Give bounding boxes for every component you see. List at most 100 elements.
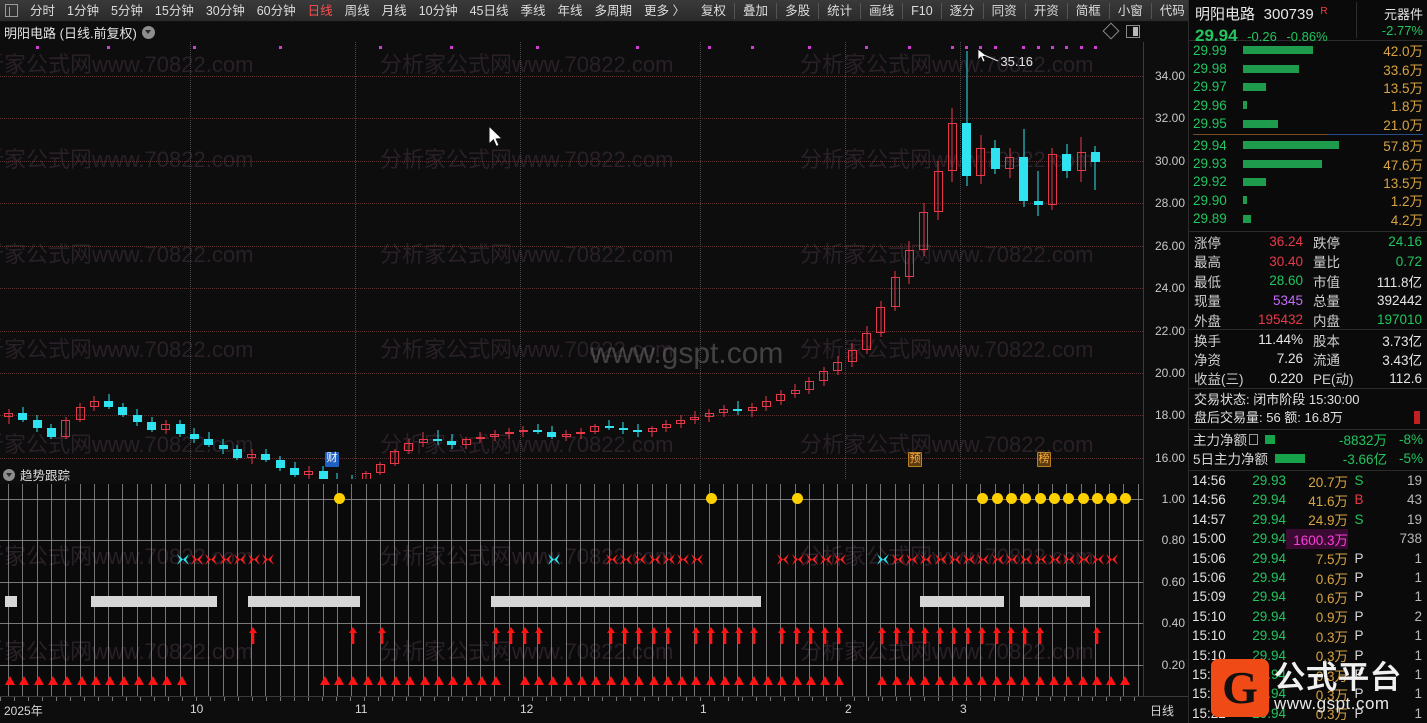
tick-row[interactable]: 14:57 29.94 24.9万 S 19 — [1189, 510, 1427, 529]
order-volume: 13.5万 — [1383, 80, 1423, 96]
function-button-5[interactable]: F10 — [911, 3, 933, 18]
function-button-10[interactable]: 小窗 — [1117, 3, 1143, 18]
axis-tick — [1134, 697, 1135, 701]
order-book[interactable]: 29.99 42.0万 29.98 33.6万 29.97 13.5万 29.96 1.8万 2… — [1189, 40, 1427, 228]
chevron-down-icon[interactable] — [3, 468, 15, 481]
tick-row[interactable]: 15:09 29.94 0.6万 P 1 — [1189, 587, 1427, 606]
axis-tick — [812, 697, 813, 701]
function-button-1[interactable]: 叠加 — [743, 3, 769, 18]
function-button-3[interactable]: 统计 — [827, 3, 853, 18]
tick-row[interactable]: 15:10 29.94 0.9万 P 2 — [1189, 607, 1427, 626]
tick-row[interactable]: 15:10 29.94 0.3万 P 1 — [1189, 626, 1427, 645]
tick-count: 1 — [1414, 667, 1422, 682]
order-book-row[interactable]: 29.96 1.8万 — [1193, 96, 1423, 115]
candle — [862, 42, 871, 479]
axis-tick — [56, 697, 57, 701]
header-divider — [1356, 2, 1357, 38]
period-tab-12[interactable]: 年线 — [557, 3, 583, 18]
chevron-down-icon[interactable] — [141, 25, 155, 39]
period-tab-0[interactable]: 分时 — [30, 3, 56, 18]
gridline-v — [845, 42, 846, 479]
period-tab-8[interactable]: 月线 — [381, 3, 407, 18]
order-book-row[interactable]: 29.95 21.0万 — [1193, 115, 1423, 133]
tick-time: 15:06 — [1192, 550, 1226, 566]
top-toolbar[interactable]: 分时 1分钟 5分钟 15分钟 30分钟 60分钟 日线 周线 月线 10分钟 45日线 季线 年线 多周… — [0, 0, 1188, 22]
function-button-7[interactable]: 同资 — [991, 3, 1017, 18]
function-button-9[interactable]: 简框 — [1075, 3, 1101, 18]
fish-icon — [920, 554, 933, 565]
butterfly-icon — [548, 554, 561, 565]
indicator-title: 趋势跟踪 — [20, 469, 71, 483]
trend-triangle — [791, 676, 802, 685]
period-tab-3[interactable]: 15分钟 — [154, 3, 194, 18]
period-tab-14[interactable]: 更多 〉 — [644, 3, 686, 18]
tick-row[interactable]: 15:00 29.94 1600.3万 738 — [1189, 528, 1427, 549]
axis-tick — [140, 697, 141, 701]
period-tab-5[interactable]: 60分钟 — [256, 3, 296, 18]
period-tab-13[interactable]: 多周期 — [594, 3, 633, 18]
candlestick-chart[interactable]: 分析家公式网www.70822.com分析家公式网www.70822.com分析… — [0, 42, 1143, 479]
tick-row[interactable]: 15:06 29.94 7.5万 P 1 — [1189, 548, 1427, 568]
trend-triangle — [491, 676, 502, 685]
trade-tick-list[interactable]: 14:56 29.93 20.7万 S 19 14:56 29.94 41.6万 B 43 14:5… — [1189, 469, 1427, 723]
trend-triangle — [434, 676, 444, 685]
period-tab-10[interactable]: 45日线 — [469, 3, 509, 18]
tick-row[interactable]: 14:56 29.93 20.7万 S 19 — [1189, 471, 1427, 490]
order-book-row[interactable]: 29.94 57.8万 — [1193, 136, 1423, 155]
order-book-row[interactable]: 29.98 33.6万 — [1193, 59, 1423, 78]
gridline-v — [751, 484, 753, 696]
function-button-2[interactable]: 多股 — [785, 3, 811, 18]
diamond-icon[interactable] — [1102, 22, 1120, 40]
order-book-row[interactable]: 29.92 13.5万 — [1193, 173, 1423, 191]
trend-indicator-chart[interactable]: 分析家公式网www.70822.com分析家公式网www.70822.com分析… — [0, 484, 1143, 696]
function-button-0[interactable]: 复权 — [701, 3, 727, 18]
period-tab-1[interactable]: 1分钟 — [67, 3, 99, 18]
trend-triangle — [405, 676, 416, 685]
gridline-h — [0, 415, 1143, 417]
period-tabs[interactable]: 分时 1分钟 5分钟 15分钟 30分钟 60分钟 日线 周线 月线 10分钟 45日线 季线 年线 多周… — [24, 0, 691, 21]
period-tab-2[interactable]: 5分钟 — [110, 3, 143, 18]
period-tab-6[interactable]: 日线 — [307, 3, 333, 18]
chart-marker-2[interactable]: 榜 — [1037, 452, 1051, 467]
tick-count: 19 — [1406, 473, 1422, 489]
candle — [433, 42, 442, 479]
up-arrow-icon — [935, 627, 944, 644]
function-buttons[interactable]: 复权叠加多股统计画线F10逐分同资开资简框小窗代码标记+自选返回 — [695, 0, 1188, 21]
axis-tick — [980, 697, 981, 701]
chart-marker-1[interactable]: 预 — [908, 452, 922, 467]
order-book-row[interactable]: 29.97 13.5万 — [1193, 78, 1423, 96]
period-tab-9[interactable]: 10分钟 — [418, 3, 458, 18]
tick-row[interactable]: 15:22 29.94 0.3万 P 1 — [1189, 704, 1427, 723]
chart-corner-icons[interactable] — [1102, 22, 1140, 40]
chart-marker-0[interactable]: 财 — [325, 452, 339, 467]
site-logo: G 公式平台 www.gspt.com — [1211, 657, 1426, 719]
order-book-row[interactable]: 29.89 4.2万 — [1193, 210, 1423, 228]
gridline-h — [0, 498, 1143, 500]
order-price: 29.90 — [1193, 192, 1227, 208]
list-icon[interactable] — [1249, 433, 1258, 445]
tick-count: 738 — [1399, 531, 1422, 547]
volume-dot — [192, 46, 196, 49]
gridline-v — [551, 484, 553, 696]
function-button-8[interactable]: 开资 — [1033, 3, 1059, 18]
panel-icon[interactable] — [1126, 25, 1140, 38]
stat-key: 市值 — [1313, 274, 1340, 290]
candle — [576, 42, 585, 479]
sector-info[interactable]: 元器件 -2.77% — [1361, 4, 1423, 38]
function-button-11[interactable]: 代码 — [1159, 3, 1185, 18]
gridline-h — [0, 75, 1143, 77]
window-icon[interactable] — [5, 4, 18, 17]
tick-row[interactable]: 15:10 29.94 0.3万 P 1 — [1189, 645, 1427, 665]
function-button-6[interactable]: 逐分 — [949, 3, 975, 18]
function-button-4[interactable]: 画线 — [869, 3, 895, 18]
order-book-row[interactable]: 29.90 1.2万 — [1193, 191, 1423, 210]
order-book-row[interactable]: 29.99 42.0万 — [1193, 41, 1423, 60]
tick-row[interactable]: 14:56 29.94 41.6万 B 43 — [1189, 490, 1427, 509]
volume-dot — [450, 46, 454, 49]
tick-row[interactable]: 15:06 29.94 0.6万 P 1 — [1189, 568, 1427, 587]
period-tab-7[interactable]: 周线 — [344, 3, 370, 18]
candle — [290, 42, 299, 479]
period-tab-11[interactable]: 季线 — [520, 3, 546, 18]
order-book-row[interactable]: 29.93 47.6万 — [1193, 154, 1423, 173]
period-tab-4[interactable]: 30分钟 — [205, 3, 245, 18]
